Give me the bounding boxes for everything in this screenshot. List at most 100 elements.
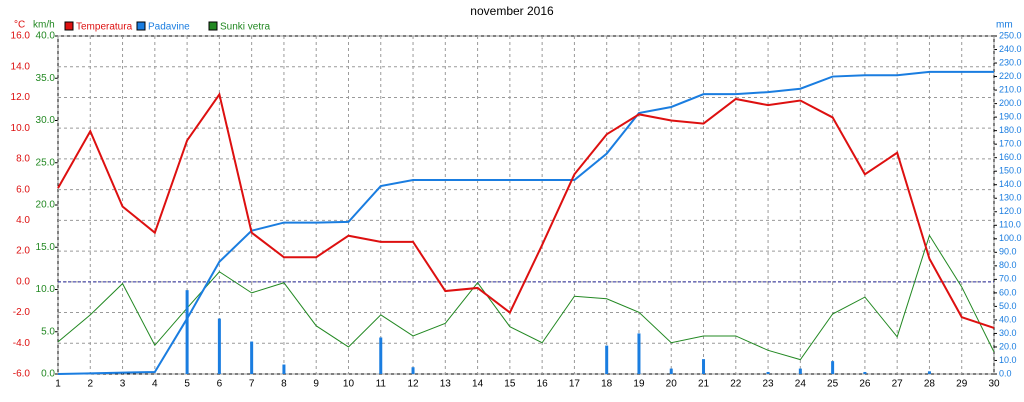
y3-tick-label: 15.0	[36, 242, 56, 253]
y-tick-label: 16.0	[11, 31, 31, 42]
y2-tick-label: 30.0	[999, 328, 1017, 338]
x-tick-label: 18	[601, 379, 613, 390]
x-tick-label: 30	[988, 379, 1000, 390]
y2-tick-label: 10.0	[999, 355, 1017, 365]
y2-tick-label: 240.0	[999, 44, 1022, 54]
y2-tick-label: 50.0	[999, 301, 1017, 311]
x-tick-label: 26	[859, 379, 871, 390]
y2-tick-label: 20.0	[999, 341, 1017, 351]
legend-label: Padavine	[148, 22, 190, 33]
y3-unit: km/h	[33, 20, 55, 31]
x-tick-label: 14	[472, 379, 484, 390]
series-line	[57, 70, 994, 375]
y2-tick-label: 170.0	[999, 139, 1022, 149]
x-tick-label: 29	[956, 379, 968, 390]
y3-tick-label: 40.0	[36, 31, 56, 42]
precip-bar	[217, 318, 221, 374]
y-tick-label: -4.0	[13, 338, 31, 349]
x-tick-label: 24	[795, 379, 807, 390]
y-tick-label: 0.0	[16, 276, 30, 287]
y-tick-label: -2.0	[13, 307, 31, 318]
y3-tick-label: 35.0	[36, 73, 56, 84]
precip-bar	[798, 368, 802, 374]
precip-bar	[863, 371, 867, 374]
y2-tick-label: 250.0	[999, 30, 1022, 40]
precip-bar	[702, 359, 706, 374]
x-tick-label: 4	[152, 379, 158, 390]
y2-tick-label: 70.0	[999, 274, 1017, 284]
y2-tick-label: 180.0	[999, 125, 1022, 135]
x-tick-label: 5	[184, 379, 190, 390]
y2-tick-label: 100.0	[999, 233, 1022, 243]
y2-tick-label: 230.0	[999, 57, 1022, 67]
y2-tick-label: 130.0	[999, 193, 1022, 203]
precip-bar	[766, 371, 770, 374]
y3-tick-label: 30.0	[36, 115, 56, 126]
y2-tick-label: 150.0	[999, 166, 1022, 176]
x-tick-label: 8	[281, 379, 287, 390]
precip-bar	[605, 345, 609, 374]
y-tick-label: 2.0	[16, 246, 30, 257]
series-line	[57, 91, 995, 329]
y2-tick-label: 140.0	[999, 179, 1022, 189]
y2-tick-label: 220.0	[999, 71, 1022, 81]
y2-tick-label: 160.0	[999, 152, 1022, 162]
chart-title: november 2016	[470, 4, 554, 18]
x-tick-label: 12	[407, 379, 419, 390]
y2-tick-label: 110.0	[999, 220, 1021, 230]
y-tick-label: 10.0	[11, 123, 31, 134]
series-line	[57, 234, 995, 361]
y2-unit: mm	[996, 20, 1013, 31]
x-tick-label: 3	[120, 379, 126, 390]
precip-bar	[927, 371, 931, 374]
x-tick-label: 15	[504, 379, 516, 390]
x-tick-label: 28	[924, 379, 936, 390]
y2-tick-label: 40.0	[999, 314, 1017, 324]
x-tick-label: 1	[55, 379, 61, 390]
x-tick-label: 17	[569, 379, 581, 390]
legend-swatch	[64, 21, 74, 31]
y-unit: °C	[14, 20, 25, 31]
y2-tick-label: 80.0	[999, 260, 1017, 270]
precip-bar	[379, 337, 383, 374]
precip-bar	[411, 367, 415, 374]
x-tick-label: 19	[633, 379, 645, 390]
plot-frame	[57, 35, 995, 375]
y-tick-label: -6.0	[13, 369, 31, 380]
y2-tick-label: 200.0	[999, 98, 1022, 108]
y-tick-label: 6.0	[16, 184, 30, 195]
legend-label: Temperatura	[76, 22, 133, 33]
precip-bar	[250, 341, 254, 374]
y3-tick-label: 0.0	[41, 369, 55, 380]
x-tick-label: 25	[827, 379, 839, 390]
legend-swatch	[208, 21, 218, 31]
legend-label: Sunki vetra	[220, 22, 270, 33]
x-tick-label: 16	[537, 379, 549, 390]
precip-bar	[282, 364, 286, 374]
precip-bar	[185, 290, 189, 374]
y3-tick-label: 5.0	[41, 326, 55, 337]
y3-tick-label: 20.0	[36, 200, 56, 211]
x-tick-label: 6	[217, 379, 223, 390]
x-tick-label: 27	[892, 379, 904, 390]
x-tick-label: 2	[87, 379, 93, 390]
x-tick-label: 11	[376, 379, 387, 390]
x-tick-label: 7	[249, 379, 255, 390]
x-tick-label: 10	[343, 379, 355, 390]
precip-bar	[637, 333, 641, 374]
x-tick-label: 21	[698, 379, 710, 390]
x-tick-label: 22	[730, 379, 742, 390]
y2-tick-label: 190.0	[999, 111, 1022, 121]
x-tick-label: 13	[440, 379, 452, 390]
y2-tick-label: 90.0	[999, 247, 1017, 257]
x-tick-label: 9	[313, 379, 319, 390]
y2-tick-label: 0.0	[999, 368, 1012, 378]
y3-tick-label: 25.0	[36, 157, 56, 168]
y2-tick-label: 120.0	[999, 206, 1022, 216]
x-tick-label: 20	[666, 379, 678, 390]
y2-tick-label: 60.0	[999, 287, 1017, 297]
y3-tick-label: 10.0	[36, 284, 56, 295]
y-tick-label: 4.0	[16, 215, 30, 226]
y-tick-label: 14.0	[11, 61, 31, 72]
